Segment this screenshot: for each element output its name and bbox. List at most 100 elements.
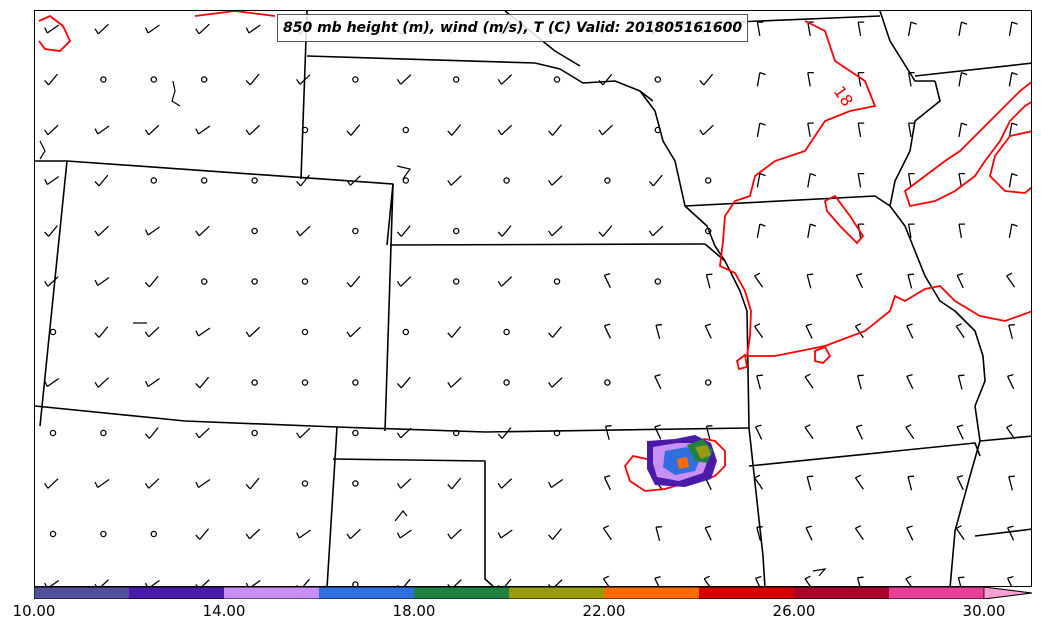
wind-barb bbox=[958, 223, 965, 239]
colorbar-labels: 10.00 14.00 18.00 22.00 26.00 30.00 bbox=[0, 600, 1041, 626]
calm-wind-circle bbox=[251, 227, 258, 235]
wind-barb bbox=[346, 275, 361, 288]
calm-wind-circle bbox=[150, 530, 158, 538]
wind-barb bbox=[195, 225, 210, 237]
boundary-nm-tx bbox=[326, 426, 338, 586]
wind-barb bbox=[604, 425, 612, 440]
wind-barb bbox=[754, 272, 764, 288]
river-mississippi bbox=[889, 80, 986, 586]
calm-wind-circle bbox=[402, 328, 410, 336]
wind-barb bbox=[447, 326, 462, 338]
calm-wind-circle bbox=[352, 480, 359, 487]
wind-barb bbox=[396, 529, 412, 539]
lake-shape bbox=[396, 165, 412, 180]
wind-barb bbox=[497, 529, 513, 539]
wind-barb bbox=[548, 326, 562, 338]
boundary-mo-ar bbox=[748, 442, 981, 467]
calm-wind-circle bbox=[654, 76, 662, 83]
wind-barb bbox=[548, 175, 563, 186]
wind-barb bbox=[144, 377, 160, 388]
wind-barb bbox=[144, 427, 159, 439]
wind-barb bbox=[44, 73, 58, 86]
wind-barb bbox=[195, 478, 211, 489]
wind-barb bbox=[144, 275, 159, 288]
wind-barb bbox=[648, 174, 663, 187]
wind-barb bbox=[807, 122, 814, 138]
lake-shape bbox=[394, 510, 408, 522]
wind-barb bbox=[44, 478, 59, 489]
calm-wind-circle bbox=[100, 76, 107, 83]
wind-barb bbox=[144, 124, 160, 136]
colorbar-outline bbox=[34, 587, 1032, 599]
contour-line bbox=[903, 81, 1031, 208]
colorbar bbox=[34, 587, 1032, 599]
wind-barb bbox=[144, 579, 160, 586]
calm-wind-circle bbox=[503, 379, 510, 386]
calm-wind-circle bbox=[150, 76, 158, 83]
colorbar-segment bbox=[129, 587, 225, 599]
calm-wind-circle bbox=[100, 530, 107, 538]
wind-barb bbox=[598, 73, 613, 86]
wind-barb bbox=[245, 24, 261, 34]
calm-wind-circle bbox=[452, 278, 460, 285]
wind-barb bbox=[497, 427, 512, 439]
wind-barb bbox=[44, 175, 60, 186]
calm-wind-circle bbox=[452, 227, 460, 235]
wind-barb bbox=[906, 323, 914, 339]
wind-barb bbox=[907, 273, 915, 289]
colorbar-tick-label: 30.00 bbox=[962, 602, 1006, 620]
wind-barb bbox=[754, 474, 764, 490]
wind-barb bbox=[907, 475, 915, 491]
wind-barb bbox=[548, 225, 563, 237]
wind-barb bbox=[548, 124, 562, 136]
wind-barb bbox=[654, 575, 661, 586]
wind-barb bbox=[958, 21, 968, 37]
colorbar-tick-label: 26.00 bbox=[772, 602, 816, 620]
wind-barb bbox=[296, 529, 312, 539]
wind-barb bbox=[396, 578, 411, 586]
wind-barb bbox=[958, 71, 968, 87]
wind-barb bbox=[94, 478, 110, 489]
wind-barb bbox=[955, 323, 965, 339]
wind-barb bbox=[756, 223, 766, 239]
wind-barb bbox=[1008, 71, 1018, 87]
wind-barb bbox=[1007, 373, 1015, 390]
wind-barb bbox=[906, 525, 914, 541]
colorbar-tick-label: 22.00 bbox=[582, 602, 626, 620]
wind-barb bbox=[857, 21, 865, 37]
wind-barb bbox=[603, 323, 611, 339]
calm-wind-circle bbox=[251, 429, 258, 437]
wind-barb bbox=[907, 21, 917, 37]
wind-barb bbox=[497, 478, 513, 489]
contour-line bbox=[735, 353, 749, 371]
calm-wind-circle bbox=[503, 177, 510, 184]
boundary-wi-il bbox=[914, 62, 1031, 77]
wind-barb bbox=[806, 273, 814, 289]
calm-wind-circle bbox=[200, 278, 208, 285]
calm-wind-circle bbox=[200, 76, 208, 83]
calm-wind-circle bbox=[402, 177, 410, 184]
calm-wind-circle bbox=[301, 278, 309, 285]
wind-barb bbox=[94, 377, 109, 388]
contour-line bbox=[38, 14, 72, 52]
wind-barb bbox=[144, 24, 160, 34]
wind-barb bbox=[602, 525, 612, 541]
wind-barb bbox=[94, 326, 109, 338]
wind-barb bbox=[1008, 223, 1018, 239]
wind-barb bbox=[94, 276, 110, 287]
calm-wind-circle bbox=[704, 177, 712, 184]
wind-barb bbox=[755, 575, 762, 586]
wind-barb bbox=[856, 374, 864, 390]
wind-barb bbox=[447, 124, 462, 136]
wind-barb bbox=[346, 326, 361, 338]
colorbar-segment bbox=[509, 587, 605, 599]
wind-barb bbox=[447, 477, 462, 490]
contour-line bbox=[823, 194, 865, 245]
wind-barb bbox=[857, 71, 865, 87]
wind-barb bbox=[1007, 575, 1014, 586]
wind-barb bbox=[195, 427, 210, 439]
wind-barb bbox=[603, 272, 611, 289]
wind-barb bbox=[907, 122, 915, 138]
calm-wind-circle bbox=[200, 177, 208, 184]
boundary-west bbox=[35, 160, 68, 427]
